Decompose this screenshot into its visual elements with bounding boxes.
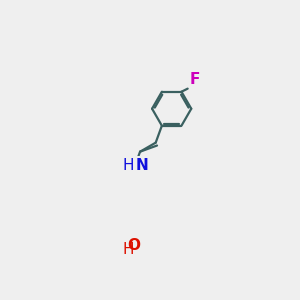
Text: H: H [123, 242, 134, 256]
Text: H: H [123, 158, 134, 173]
Text: N: N [136, 158, 148, 173]
Text: F: F [189, 72, 200, 87]
Text: O: O [128, 238, 141, 253]
